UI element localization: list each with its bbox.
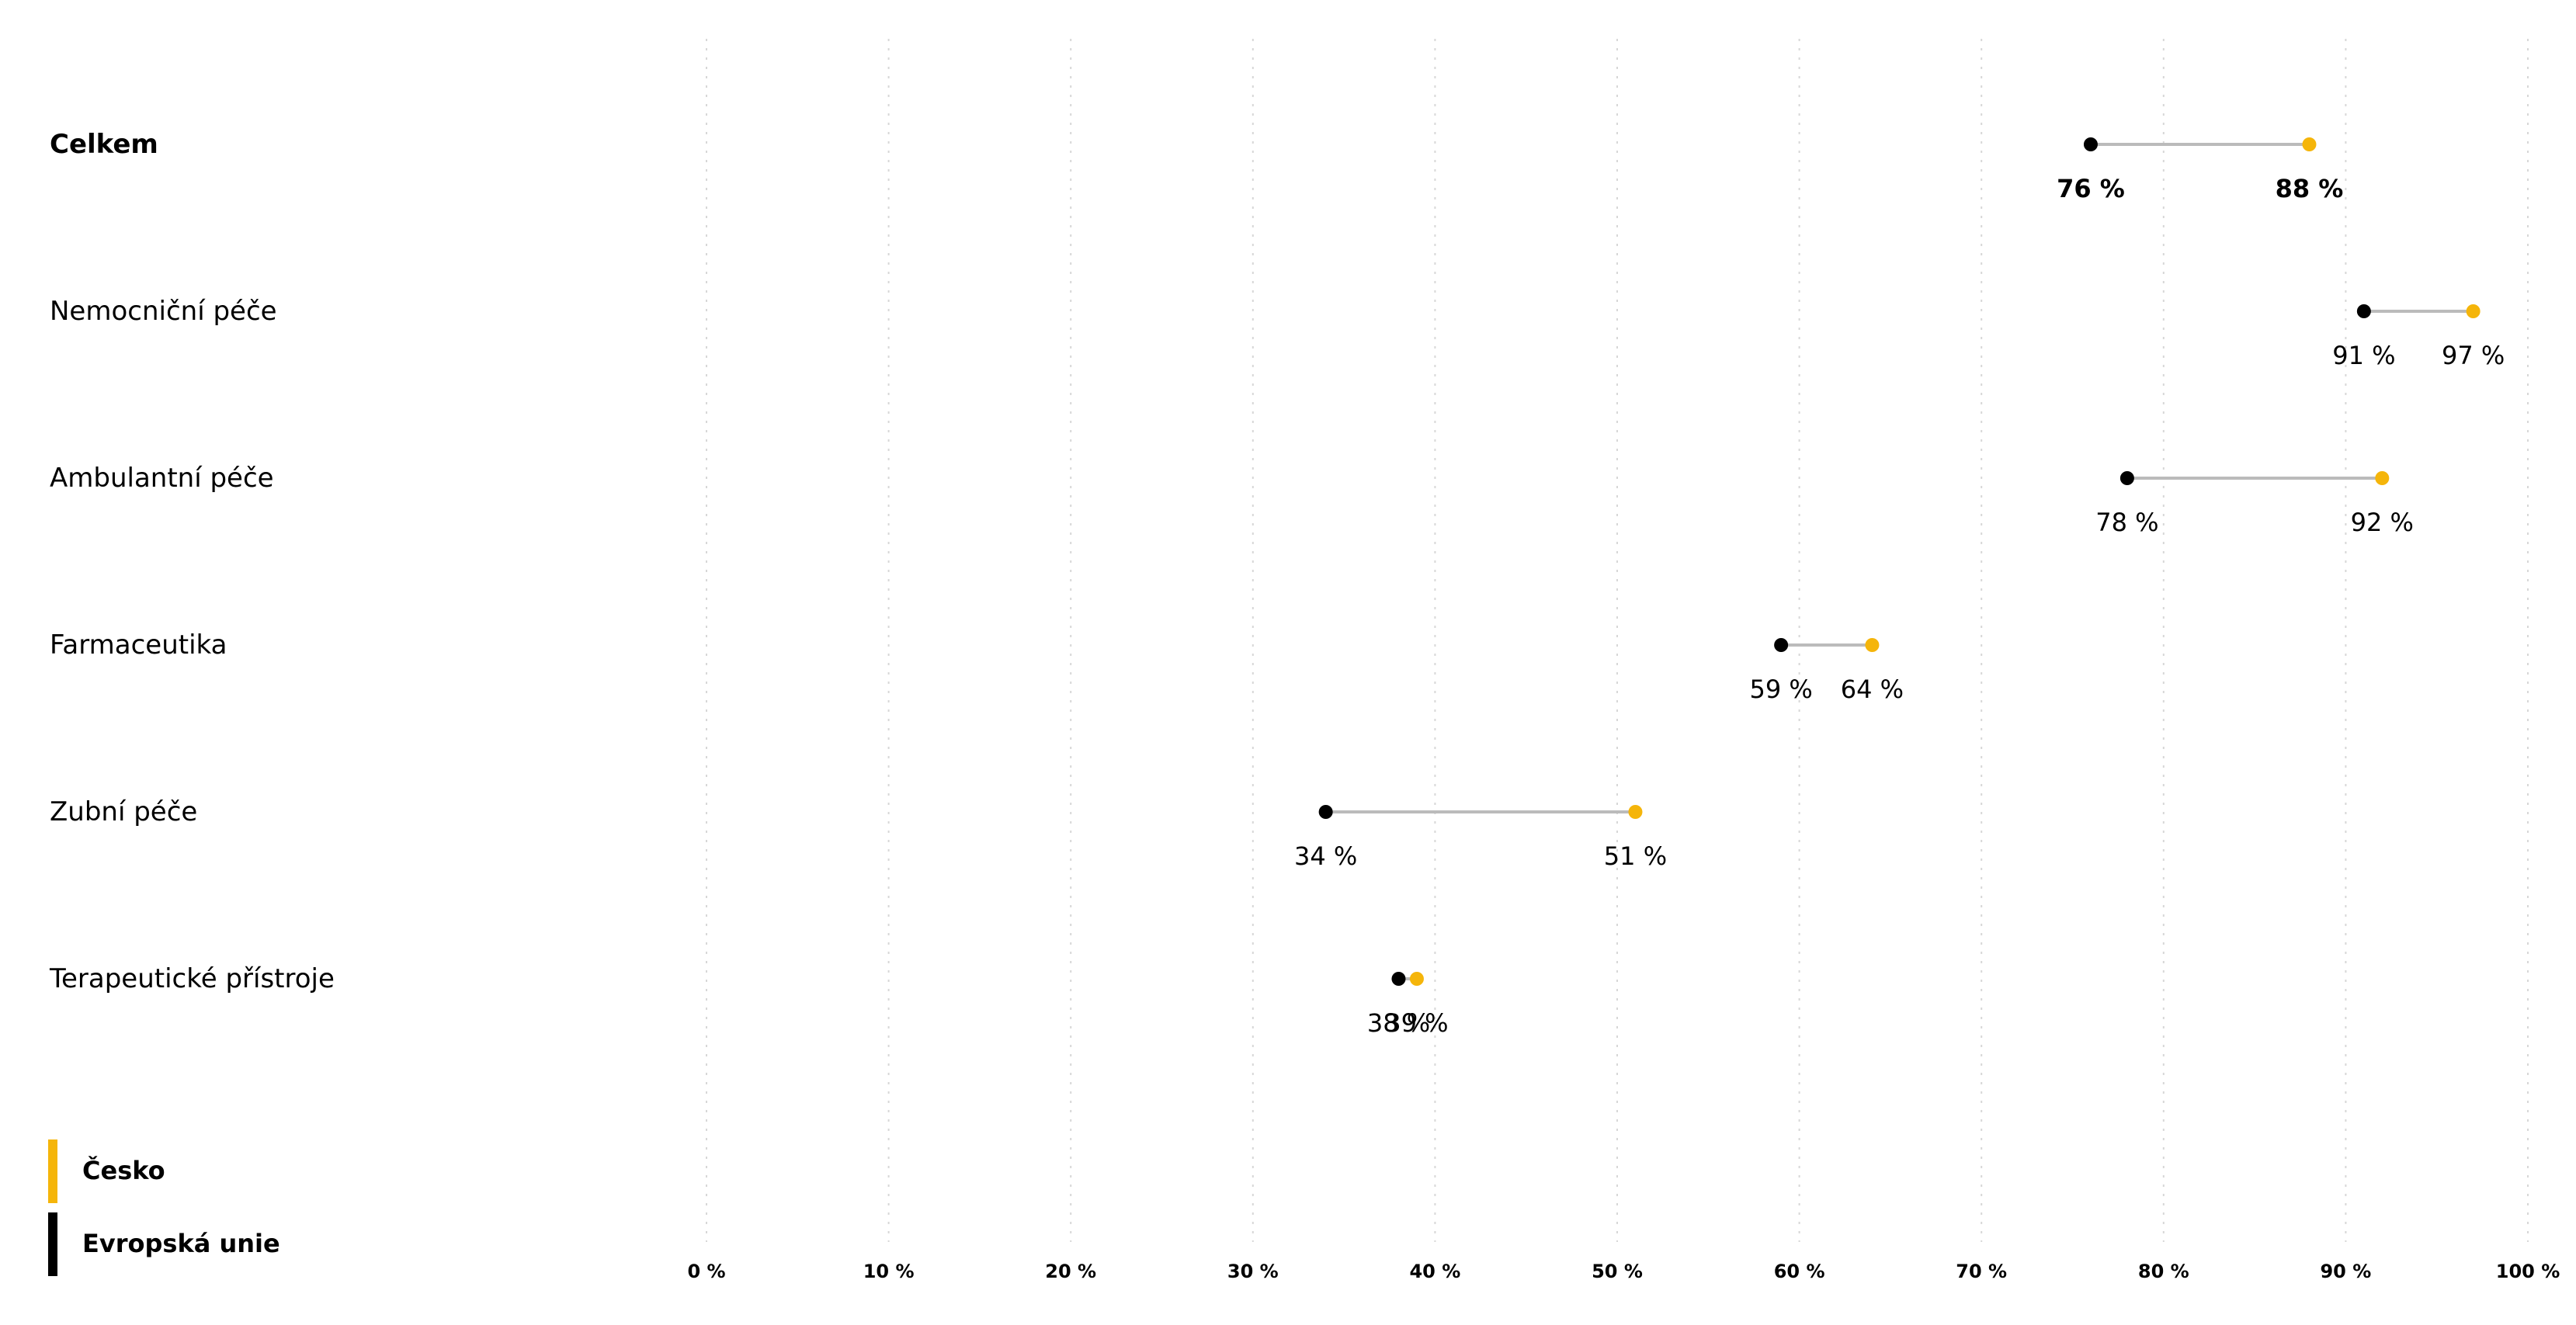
eu-value-label: 59 % <box>1749 675 1812 704</box>
cz-value-label: 88 % <box>2276 174 2344 203</box>
x-tick-label: 60 % <box>1774 1261 1825 1282</box>
cz-point <box>2466 304 2481 318</box>
cz-value-label: 51 % <box>1604 841 1667 871</box>
eu-point <box>2119 471 2134 485</box>
x-tick-label: 20 % <box>1045 1261 1096 1282</box>
category-label: Celkem <box>50 129 158 160</box>
x-tick-label: 100 % <box>2496 1261 2560 1282</box>
category-label: Terapeutické přístroje <box>50 963 335 994</box>
x-tick-label: 10 % <box>863 1261 915 1282</box>
category-label: Farmaceutika <box>50 630 227 661</box>
legend-label-eu: Evropská unie <box>82 1229 280 1258</box>
x-tick-label: 0 % <box>687 1261 725 1282</box>
cz-value-label: 97 % <box>2442 341 2505 370</box>
x-tick-label: 90 % <box>2320 1261 2371 1282</box>
eu-point <box>1774 638 1789 652</box>
cz-point <box>1409 972 1424 986</box>
category-label: Zubní péče <box>50 796 198 827</box>
cz-point <box>1865 638 1880 652</box>
eu-point <box>2083 137 2098 151</box>
category-label: Nemocniční péče <box>50 296 277 327</box>
x-tick-label: 70 % <box>1956 1261 2007 1282</box>
eu-value-label: 76 % <box>2057 174 2125 203</box>
eu-value-label: 78 % <box>2095 508 2158 537</box>
eu-value-label: 91 % <box>2332 341 2395 370</box>
cz-value-label: 64 % <box>1841 675 1904 704</box>
x-tick-label: 50 % <box>1592 1261 1643 1282</box>
cz-value-label: 39 % <box>1385 1008 1448 1038</box>
eu-value-label: 38 % <box>1367 1008 1430 1038</box>
cz-point <box>2302 137 2317 151</box>
legend-label-cesko: Česko <box>82 1156 165 1185</box>
data-rows: 76 % 88 % 91 % 97 % 78 % 92 % 59 % 64 % 34 % 51 %… <box>1294 137 2505 1038</box>
x-tick-label: 80 % <box>2138 1261 2189 1282</box>
cz-point <box>1628 805 1643 819</box>
eu-point <box>2356 304 2371 318</box>
category-label: Ambulantní péče <box>50 463 274 494</box>
grid-lines <box>706 39 2529 1242</box>
eu-point <box>1391 972 1406 986</box>
cz-value-label: 92 % <box>2351 508 2414 537</box>
cz-point <box>2375 471 2390 485</box>
x-tick-label: 40 % <box>1409 1261 1460 1282</box>
x-tick-label: 30 % <box>1227 1261 1279 1282</box>
eu-value-label: 34 % <box>1294 841 1357 871</box>
legend-swatch-eu <box>48 1212 57 1276</box>
legend-swatch-cesko <box>48 1139 57 1203</box>
eu-point <box>1318 805 1333 819</box>
x-axis-ticks: 0 % 10 % 20 % 30 % 40 % 50 % 60 % 70 % 80 % 90 % 1… <box>687 1261 2560 1282</box>
